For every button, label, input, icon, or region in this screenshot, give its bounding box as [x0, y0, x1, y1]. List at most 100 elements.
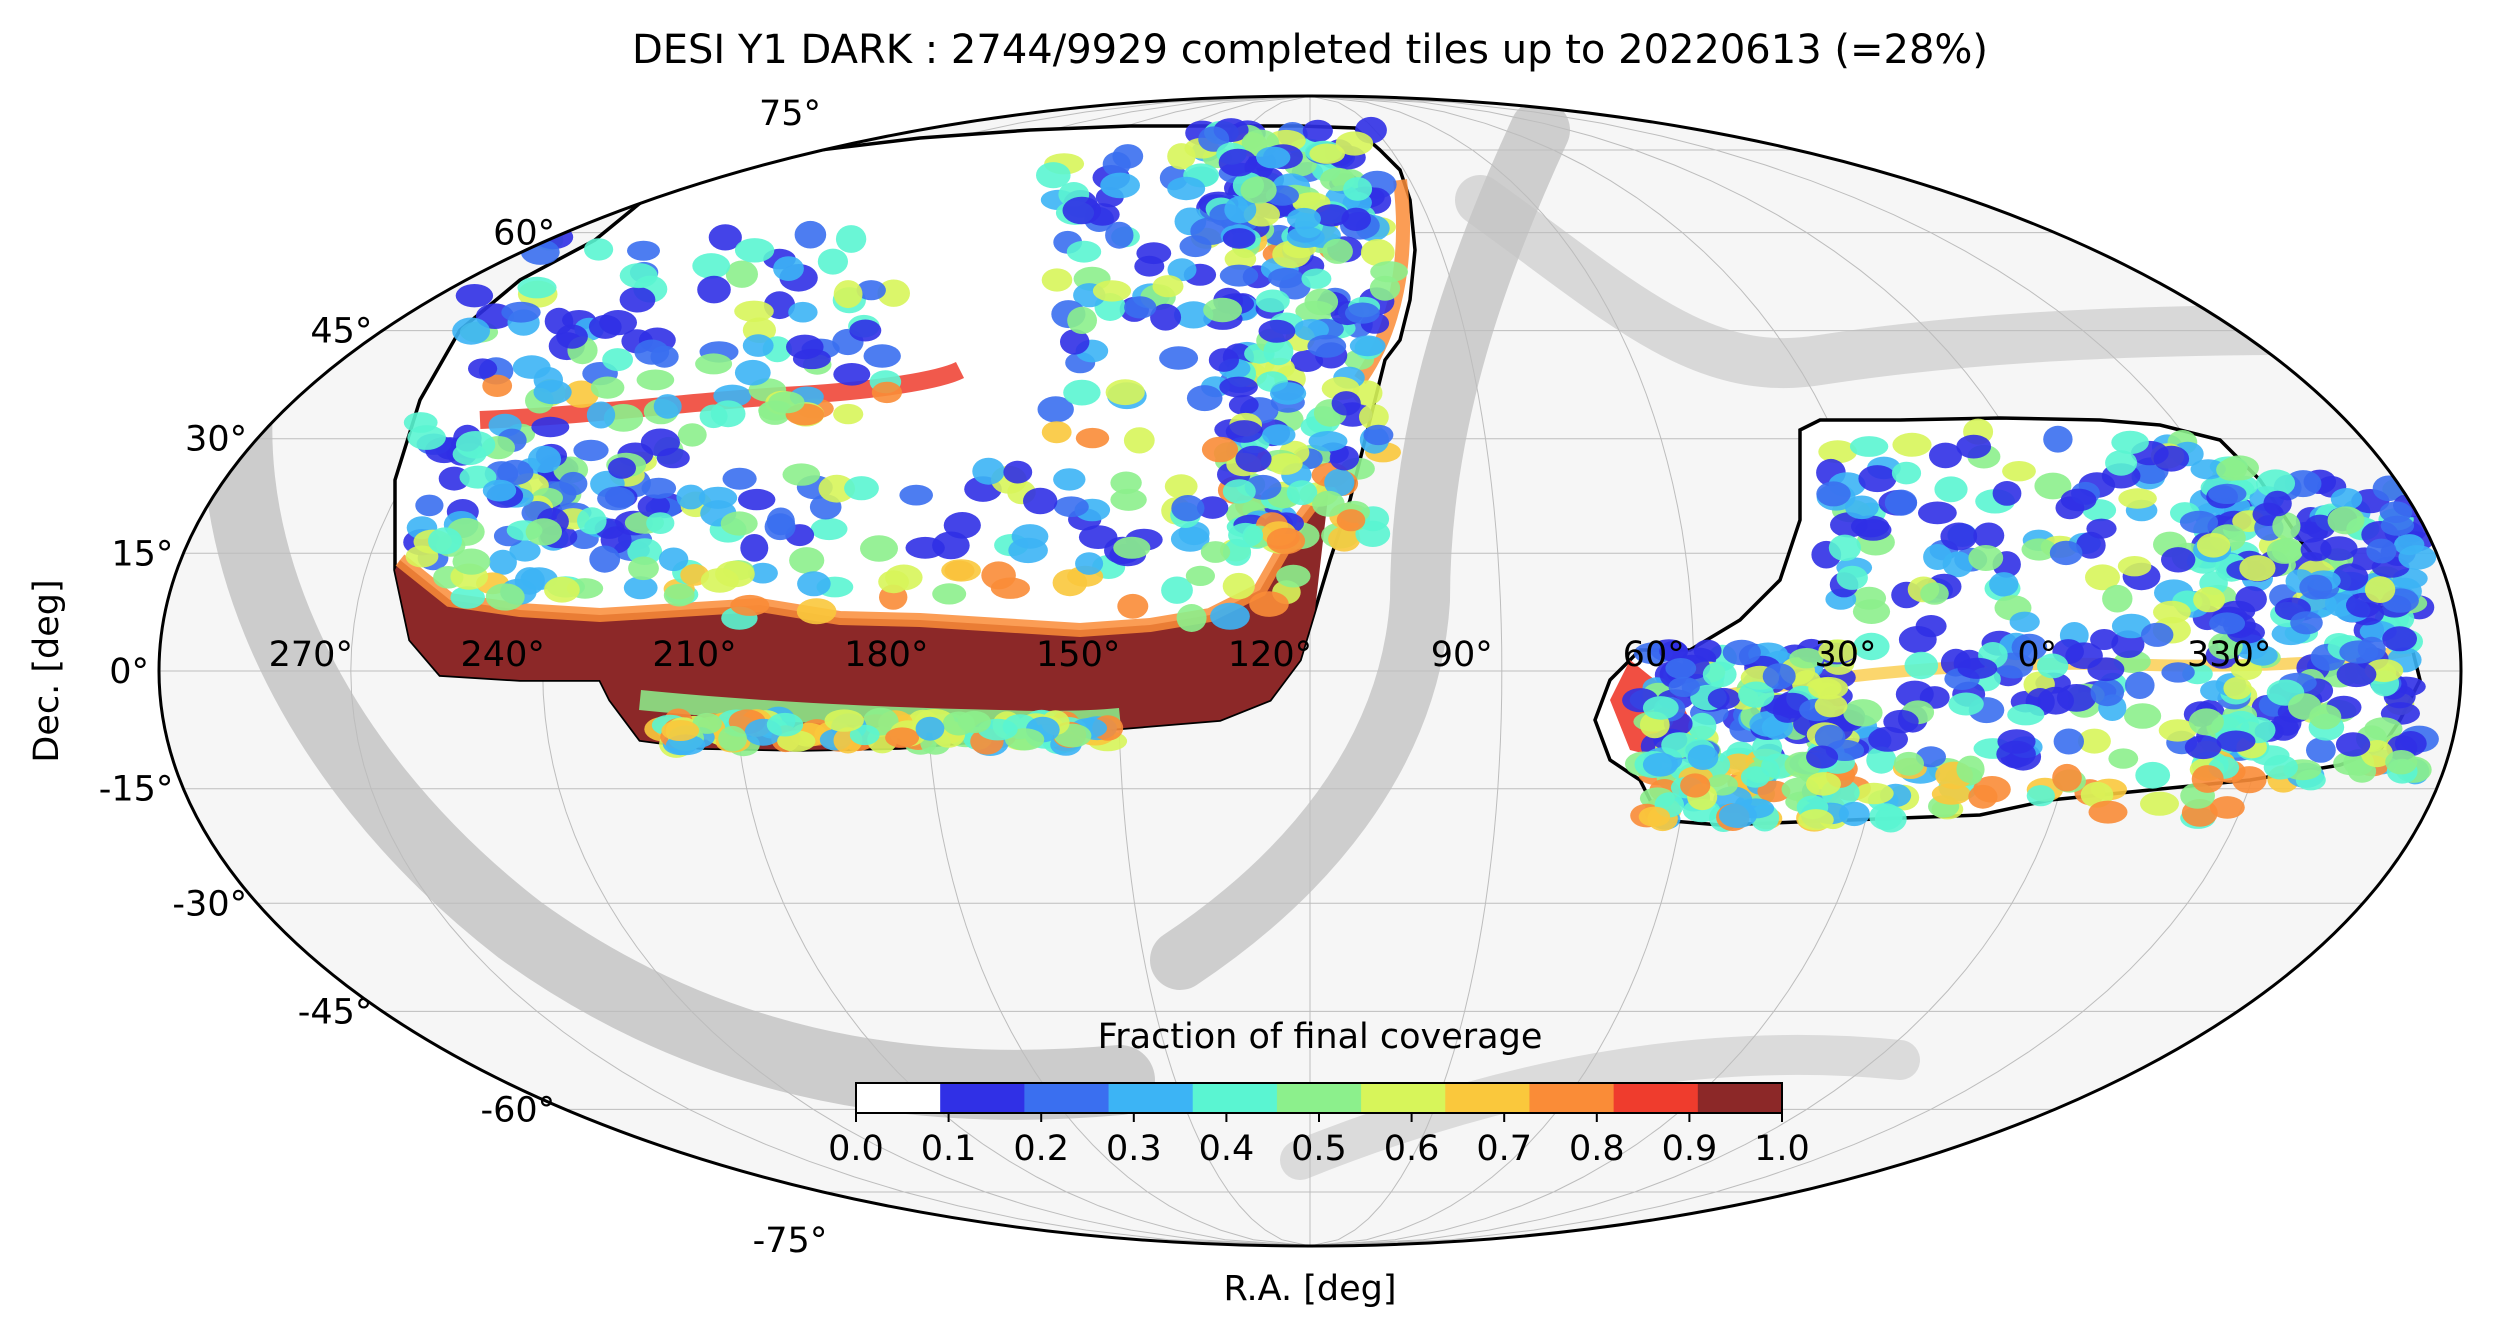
survey-tile: [1222, 479, 1256, 504]
survey-tile: [1258, 319, 1296, 343]
survey-tile: [1722, 639, 1761, 666]
survey-tile: [2161, 547, 2196, 573]
survey-tile: [1707, 687, 1741, 710]
ra-tick-label: 60°: [1623, 635, 1685, 675]
survey-tile: [1680, 773, 1711, 798]
ra-tick-label: 330°: [2187, 635, 2271, 675]
survey-tile: [564, 380, 599, 408]
survey-tile: [455, 431, 496, 459]
survey-tile: [699, 404, 728, 429]
survey-tile: [1167, 258, 1197, 282]
survey-tile: [2184, 735, 2222, 760]
survey-tile: [455, 284, 494, 308]
dust-band-lower: [1280, 1034, 1920, 1180]
colorbar-tick-label: 0.4: [1199, 1129, 1255, 1169]
survey-tile: [817, 248, 849, 275]
survey-tile: [1363, 424, 1394, 446]
colorbar-cells: [856, 1083, 1783, 1113]
survey-tile: [1314, 204, 1350, 227]
survey-tile: [1854, 782, 1894, 805]
survey-tile: [1255, 289, 1290, 313]
survey-tile: [2288, 693, 2322, 720]
survey-tile: [734, 238, 775, 263]
survey-tile: [1838, 801, 1870, 827]
survey-tile: [1176, 604, 1207, 632]
survey-tile: [1895, 680, 1934, 708]
survey-tile: [1309, 143, 1345, 164]
survey-tile: [1124, 296, 1157, 319]
colorbar-tick-label: 0.7: [1476, 1129, 1532, 1169]
colorbar-cell: [1024, 1083, 1110, 1113]
survey-tile: [637, 494, 670, 518]
survey-tile: [1892, 432, 1932, 457]
survey-tile: [1836, 565, 1868, 590]
survey-tile: [2002, 461, 2036, 482]
dec-tick-label: -30°: [172, 884, 247, 924]
survey-tile: [628, 556, 659, 581]
survey-tile: [2382, 626, 2418, 652]
dust-band-center: [1150, 100, 1570, 990]
survey-tile: [1224, 248, 1257, 270]
survey-tile: [1067, 306, 1097, 334]
survey-tile: [734, 300, 774, 322]
survey-tile: [871, 381, 903, 404]
survey-tile: [1092, 280, 1132, 302]
colorbar-tick-label: 0.5: [1291, 1129, 1347, 1169]
survey-tile: [788, 301, 818, 323]
survey-tile: [1102, 151, 1131, 177]
survey-tile: [1201, 436, 1239, 463]
survey-tile: [1218, 148, 1258, 177]
survey-tile: [608, 457, 636, 479]
survey-tile: [2306, 737, 2336, 763]
survey-tile: [797, 571, 831, 597]
survey-tile: [1638, 806, 1671, 827]
ra-tick-label: 90°: [1431, 635, 1493, 675]
ra-tick-label: 240°: [461, 635, 545, 675]
survey-tile: [2394, 731, 2427, 757]
survey-tile: [2188, 708, 2224, 736]
survey-tile: [1858, 465, 1897, 493]
survey-tile: [1702, 661, 1737, 688]
ra-tick-labels: 270° 240° 210° 180° 150° 120° 90° 60° 30° 0° 330°: [269, 635, 2272, 675]
survey-tile: [915, 716, 945, 741]
colorbar-cell: [1697, 1083, 1783, 1113]
survey-tile: [1968, 545, 2004, 571]
dec-tick-label: 0°: [109, 652, 149, 692]
survey-tile: [2118, 488, 2157, 509]
survey-tile: [2007, 704, 2045, 726]
survey-tile: [1973, 522, 2005, 549]
survey-tile: [1110, 488, 1147, 511]
survey-tile: [2379, 501, 2413, 523]
survey-tile: [2230, 659, 2263, 681]
survey-tile: [1066, 240, 1102, 263]
survey-tile: [1341, 207, 1371, 231]
ra-tick-label: 180°: [844, 635, 928, 675]
survey-tile: [824, 709, 864, 732]
survey-tile: [452, 548, 491, 575]
survey-tile: [2052, 763, 2082, 792]
survey-tile: [2271, 537, 2304, 563]
survey-tile: [932, 531, 970, 560]
survey-tile: [2263, 490, 2292, 517]
survey-tile: [1290, 350, 1324, 372]
survey-tile: [1266, 527, 1306, 555]
survey-tile: [1113, 536, 1151, 559]
survey-tile: [1659, 640, 1689, 662]
survey-tile: [1336, 509, 1366, 532]
survey-tile: [1186, 385, 1223, 412]
dec-tick-label: -45°: [298, 992, 373, 1032]
survey-tile: [2125, 671, 2155, 700]
dec-tick-labels: 75° 60° 45° 30° 15° 0° -15° -30° -45° -60° -75°: [99, 94, 828, 1261]
survey-tile: [1075, 427, 1110, 449]
colorbar-label: Fraction of final coverage: [1098, 1017, 1543, 1057]
survey-tile: [636, 369, 675, 391]
survey-tile: [1185, 565, 1215, 587]
survey-tile: [1222, 572, 1255, 600]
survey-tile: [2021, 538, 2057, 561]
survey-tile: [2158, 719, 2197, 742]
survey-tile: [501, 301, 541, 323]
dec-tick-label: 45°: [310, 312, 372, 352]
survey-tile: [878, 570, 909, 594]
colorbar-tick-label: 0.8: [1569, 1129, 1625, 1169]
survey-tile: [1022, 487, 1058, 515]
